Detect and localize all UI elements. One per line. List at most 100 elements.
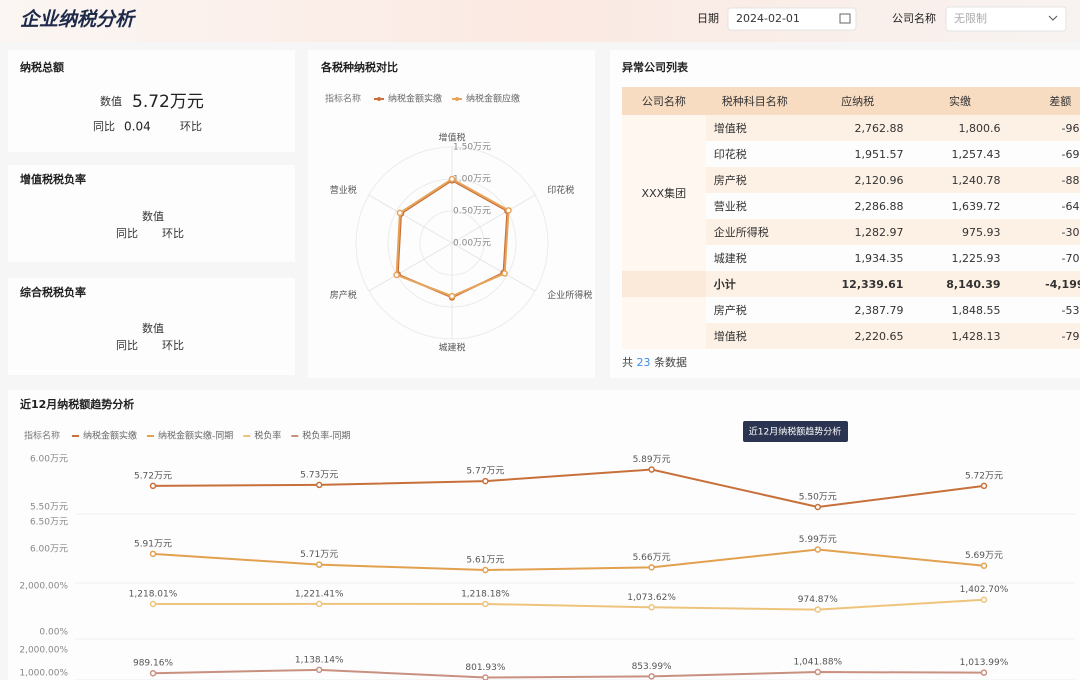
data-label: 1,402.70% xyxy=(960,585,1009,595)
cell: 1,848.55 xyxy=(951,303,1001,317)
trend-point xyxy=(980,596,988,603)
legend-label: 纳税金额实缴-同期 xyxy=(158,430,233,442)
group-cell: XXX集团 xyxy=(622,115,706,271)
y-tick-label: 6.00万元 xyxy=(30,545,68,555)
trend-point xyxy=(814,546,822,553)
legend-label: 纳税金额应缴 xyxy=(466,93,520,105)
trend-point xyxy=(482,674,489,680)
cell: 企业所得税 xyxy=(705,219,804,245)
data-label: 974.87% xyxy=(798,595,838,605)
trend-point xyxy=(149,550,157,558)
trend-point xyxy=(814,606,822,613)
r-tick-label: 0.50万元 xyxy=(453,207,491,217)
cell: 小计 xyxy=(705,271,804,297)
cell: -962.28 xyxy=(1008,115,1080,141)
cell: -792.52 xyxy=(1008,323,1080,349)
y-tick-label: 6.50万元 xyxy=(30,518,68,528)
footer-prefix: 共 xyxy=(622,356,633,369)
table-row: 印花税 1,951.57 1,257.43 -694.14 xyxy=(622,141,1080,167)
table-footer: 共 23 条数据 xyxy=(622,354,687,370)
trend-point xyxy=(814,668,822,676)
cell: 营业税 xyxy=(713,200,747,213)
column-header: 实缴 xyxy=(911,87,1009,115)
cell: 1,428.13 xyxy=(911,323,1009,349)
tooltip xyxy=(743,421,848,442)
r-tick-label: 0.00万元 xyxy=(453,239,491,249)
card-title: 综合税税负率 xyxy=(20,285,86,299)
chart-title: 各税种纳税对比 xyxy=(320,60,398,74)
data-label: 5.61万元 xyxy=(466,556,504,566)
radar-axis xyxy=(368,194,453,244)
row-count: 23 xyxy=(636,356,651,369)
data-label: 801.93% xyxy=(465,663,505,673)
trend-line xyxy=(152,468,985,509)
trend-line xyxy=(152,668,985,679)
cell: 2,387.79 xyxy=(854,303,904,317)
y-tick-label: 2,000.00% xyxy=(19,646,68,656)
cell: 975.93 xyxy=(911,219,1009,245)
y-tick-label: 0.00% xyxy=(39,628,68,638)
data-label: 1,218.01% xyxy=(129,589,178,599)
trend-point xyxy=(315,481,323,489)
card xyxy=(8,165,295,262)
company-label: 公司名称 xyxy=(892,11,936,25)
cell: 2,120.96 xyxy=(803,167,912,193)
radar-axis xyxy=(451,242,536,292)
trend-point xyxy=(482,600,489,608)
radar-point xyxy=(393,271,400,279)
legend-label: 税负率-同期 xyxy=(302,430,350,442)
trend-point xyxy=(482,566,489,574)
cell: 1,282.97 xyxy=(803,219,912,245)
data-label: 5.89万元 xyxy=(633,455,671,465)
cell: 房产税 xyxy=(713,304,747,317)
r-tick-label: 1.50万元 xyxy=(453,143,491,153)
cell: 1,800.6 xyxy=(911,115,1009,141)
trend-point xyxy=(814,503,822,511)
data-label: 989.16% xyxy=(133,659,173,669)
data-label: 5.50万元 xyxy=(799,493,837,503)
trend-line xyxy=(152,548,985,572)
axis-label: 印花税 xyxy=(547,184,574,196)
axis-label: 营业税 xyxy=(330,184,357,196)
radar-axis xyxy=(451,194,536,244)
column-header: 公司名称 xyxy=(622,87,706,115)
cell: -4,199.22 xyxy=(1008,271,1080,297)
y-tick-label: 6.00万元 xyxy=(30,455,68,465)
radar-point xyxy=(448,292,456,300)
date-value: 2024-02-01 xyxy=(736,12,800,25)
group-cell xyxy=(622,271,706,297)
company-select[interactable] xyxy=(945,6,1067,32)
trend-point xyxy=(482,477,489,485)
trend-line xyxy=(152,598,985,611)
radar-point xyxy=(501,270,508,277)
cell: -647.16 xyxy=(1061,199,1080,213)
date-input[interactable] xyxy=(727,7,857,31)
cell: 1,639.72 xyxy=(951,199,1001,213)
cell: 12,339.61 xyxy=(803,271,912,297)
trend-point xyxy=(980,562,988,569)
cell: -708.42 xyxy=(1061,251,1080,265)
cell: 2,220.65 xyxy=(803,323,912,349)
value: 5.72万元 xyxy=(132,92,204,112)
data-label: 5.99万元 xyxy=(799,535,837,545)
cell: 印花税 xyxy=(713,148,747,161)
trend-point xyxy=(648,673,655,680)
cell: 房产税 xyxy=(705,167,804,193)
legend-label: 纳税金额实缴 xyxy=(388,93,442,105)
cell: 1,951.57 xyxy=(854,147,904,161)
cell: -539.24 xyxy=(1061,303,1080,317)
table-title: 异常公司列表 xyxy=(622,60,689,74)
card-title: 增值税税负率 xyxy=(20,172,86,186)
column-header: 差额 xyxy=(1008,87,1080,115)
yoy-label: 同比 xyxy=(93,120,115,133)
card xyxy=(8,390,1080,680)
yoy-value: 0.04 xyxy=(124,120,151,134)
mom-label: 环比 xyxy=(162,339,184,352)
group-cell xyxy=(622,323,706,349)
trend-point xyxy=(980,669,988,676)
trend-point xyxy=(980,482,988,490)
data-label: 1,073.62% xyxy=(627,593,676,603)
company-value: 无限制 xyxy=(954,12,987,25)
card xyxy=(8,50,295,152)
